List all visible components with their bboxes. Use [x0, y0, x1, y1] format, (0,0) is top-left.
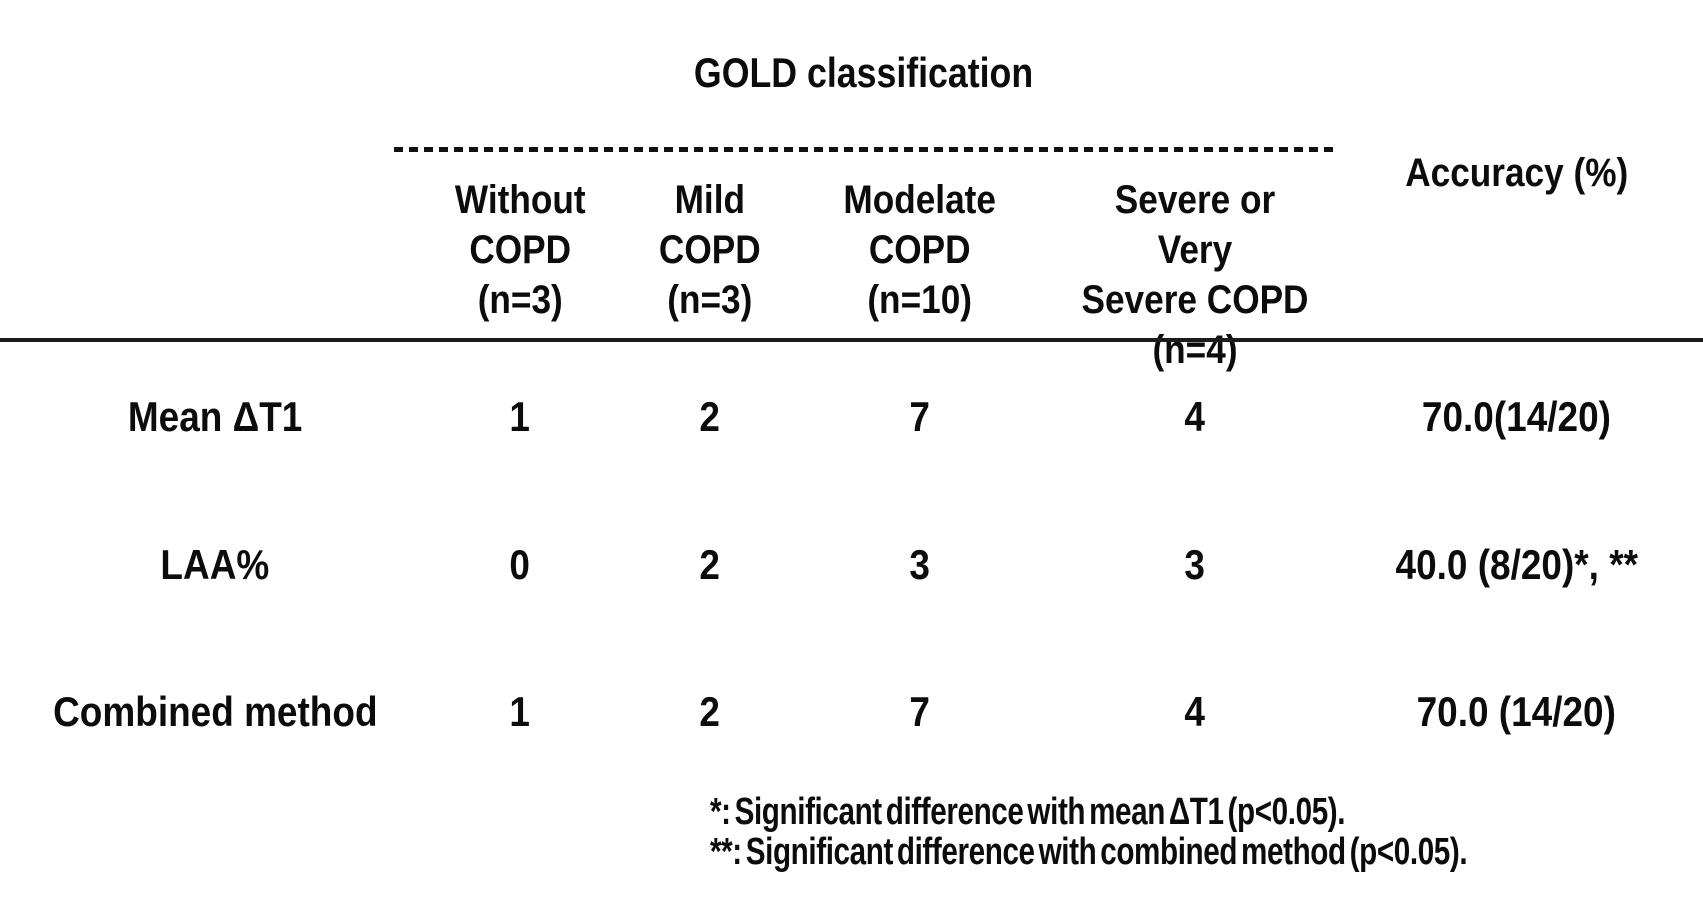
header-mild-copd: Mild COPD (n=3): [659, 178, 761, 322]
header-severe-copd: Severe or Very Severe COPD (n=4): [1081, 178, 1309, 372]
table-top-rule: [0, 338, 1703, 342]
footnotes: *: Significant difference with mean ΔT1 …: [710, 790, 1681, 873]
row-label: Combined method: [52, 688, 378, 735]
footnote-single-asterisk: *: Significant difference with mean ΔT1 …: [710, 791, 1346, 833]
cell-value: 2: [699, 393, 721, 440]
cell-value: 0: [509, 541, 531, 588]
column-group-title-text: GOLD classification: [694, 49, 1034, 96]
cell-value: 7: [909, 688, 931, 735]
header-without-copd: Without COPD (n=3): [454, 178, 586, 322]
table-row-combined-method: Combined method 1 2 7 4 70.0 (14/20): [0, 688, 1703, 736]
cell-value: 3: [1184, 541, 1206, 588]
cell-accuracy: 70.0 (14/20): [1416, 688, 1617, 735]
cell-value: 1: [509, 393, 531, 440]
cell-value: 2: [699, 688, 721, 735]
header-moderate-copd: Modelate COPD (n=10): [843, 178, 997, 322]
cell-value: 2: [699, 541, 721, 588]
row-label: LAA%: [160, 541, 270, 588]
header-accuracy: Accuracy (%): [1404, 151, 1629, 195]
group-header-dashed-rule: [394, 147, 1335, 152]
cell-value: 4: [1184, 393, 1206, 440]
column-group-title: GOLD classification: [394, 48, 1334, 98]
cell-value: 7: [909, 393, 931, 440]
header-spacer-cell: [0, 175, 400, 375]
table-header-row: Without COPD (n=3) Mild COPD (n=3) Model…: [0, 151, 1703, 375]
row-label: Mean ΔT1: [127, 393, 303, 440]
cell-accuracy: 40.0 (8/20)*, **: [1395, 541, 1638, 588]
cell-value: 4: [1184, 688, 1206, 735]
cell-value: 1: [509, 688, 531, 735]
cell-value: 3: [909, 541, 931, 588]
table-row-mean-dt1: Mean ΔT1 1 2 7 4 70.0(14/20): [0, 393, 1703, 441]
cell-accuracy: 70.0(14/20): [1421, 393, 1612, 440]
footnote-double-asterisk: **: Significant difference with combined…: [710, 831, 1468, 873]
table-row-laa: LAA% 0 2 3 3 40.0 (8/20)*, **: [0, 541, 1703, 589]
